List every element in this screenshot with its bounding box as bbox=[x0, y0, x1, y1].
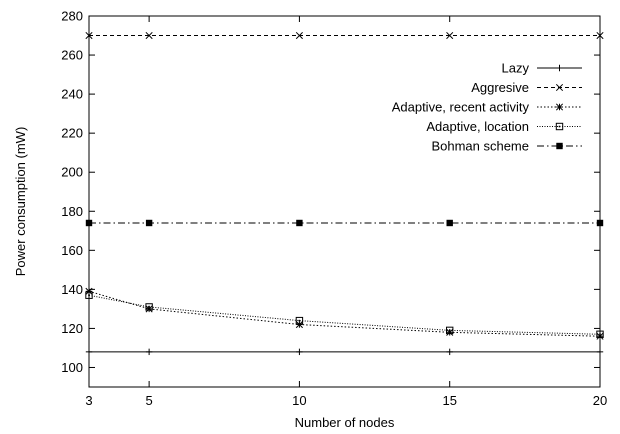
series-2-point-4 bbox=[446, 31, 454, 40]
x-tick-label: 15 bbox=[442, 393, 456, 408]
legend-label-2: Aggresive bbox=[471, 80, 529, 95]
series-1-point-2 bbox=[145, 348, 153, 356]
series-3-point-3 bbox=[295, 320, 303, 329]
series-1-point-3 bbox=[296, 348, 303, 356]
legend-label-4: Adaptive, location bbox=[426, 119, 529, 134]
legend-marker-3 bbox=[555, 103, 564, 111]
y-tick-label: 140 bbox=[61, 282, 83, 297]
series-line-4 bbox=[88, 294, 601, 335]
y-tick-label: 180 bbox=[61, 204, 83, 219]
y-tick-label: 280 bbox=[61, 9, 83, 24]
legend-label-1: Lazy bbox=[502, 61, 530, 76]
y-tick-label: 160 bbox=[61, 243, 83, 258]
y-tick-label: 120 bbox=[61, 321, 83, 336]
legend: Lazy Aggresive Adaptive, recent activity Ad… bbox=[392, 61, 582, 154]
series-5-point-3 bbox=[296, 219, 303, 227]
y-tick-label: 240 bbox=[61, 87, 83, 102]
x-tick-label: 3 bbox=[85, 393, 92, 408]
plot-frame bbox=[88, 15, 601, 388]
series-5-point-2 bbox=[145, 219, 153, 227]
series-5-point-4 bbox=[446, 219, 453, 227]
series-1-point-4 bbox=[446, 348, 453, 356]
x-tick-label: 5 bbox=[146, 393, 153, 408]
x-tick-label: 20 bbox=[593, 393, 607, 408]
x-tick-label: 10 bbox=[292, 393, 306, 408]
x-axis-title: Number of nodes bbox=[295, 415, 395, 430]
legend-marker-5 bbox=[556, 142, 563, 150]
series-4-point-2 bbox=[145, 303, 153, 311]
legend-label-3: Adaptive, recent activity bbox=[392, 100, 530, 115]
series-line-3 bbox=[88, 290, 601, 337]
series-4-point-3 bbox=[295, 316, 304, 325]
y-tick-label: 100 bbox=[61, 360, 83, 375]
legend-marker-2 bbox=[555, 83, 564, 92]
series-2-point-3 bbox=[295, 31, 303, 40]
axes: 100 120 140 160 180 200 220 240 260 280 3 5 10 15 20 bbox=[61, 9, 607, 409]
y-tick-label: 220 bbox=[61, 126, 83, 141]
legend-marker-4 bbox=[555, 122, 564, 131]
legend-marker-1 bbox=[556, 64, 563, 72]
series-4-point-4 bbox=[446, 326, 454, 335]
y-tick-label: 200 bbox=[61, 165, 83, 180]
legend-label-5: Bohman scheme bbox=[431, 139, 529, 154]
series-3-point-2 bbox=[145, 305, 153, 313]
y-axis-title: Power consumption (mW) bbox=[13, 127, 28, 277]
series-2-point-2 bbox=[145, 31, 153, 40]
plot-area bbox=[85, 31, 604, 356]
y-tick-label: 260 bbox=[61, 48, 83, 63]
